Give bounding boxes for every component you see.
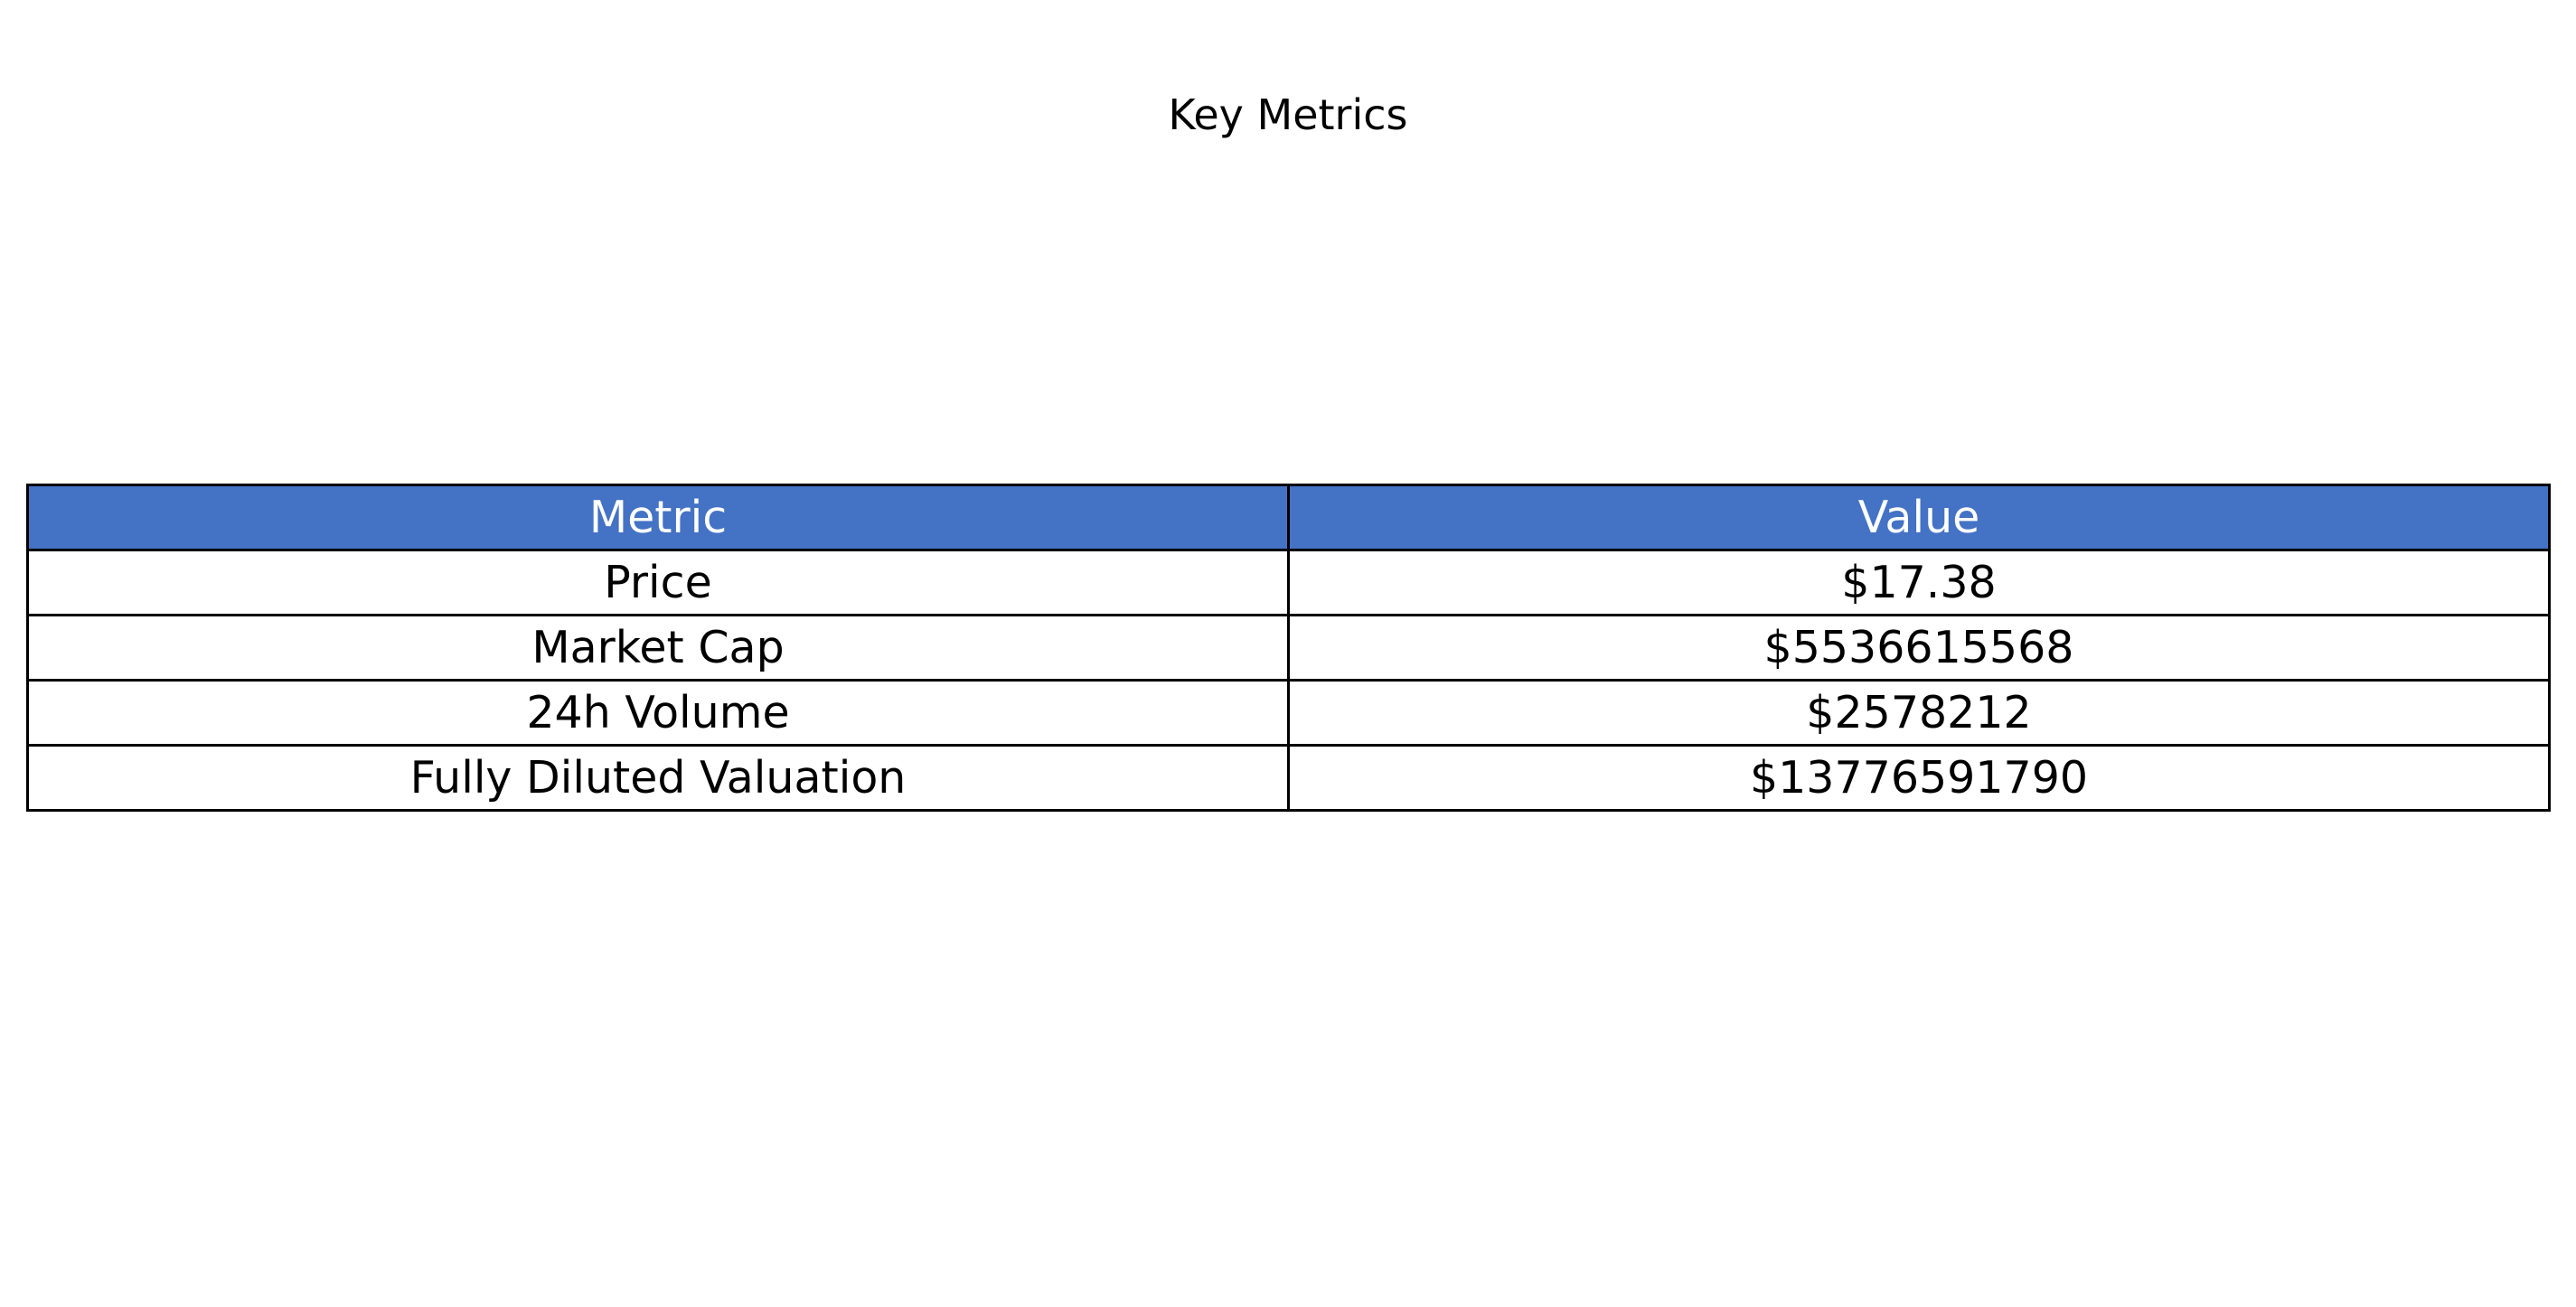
metric-cell: Market Cap bbox=[26, 614, 1290, 682]
table-row: Price $17.38 bbox=[26, 549, 2551, 616]
value-cell: $13776591790 bbox=[1287, 744, 2551, 812]
chart-title: Key Metrics bbox=[1168, 90, 1408, 139]
metric-cell: Fully Diluted Valuation bbox=[26, 744, 1290, 812]
table-header-row: Metric Value bbox=[26, 484, 2551, 551]
table-row: Market Cap $5536615568 bbox=[26, 614, 2551, 682]
metric-cell: Price bbox=[26, 549, 1290, 616]
metric-cell: 24h Volume bbox=[26, 679, 1290, 747]
header-cell-metric: Metric bbox=[26, 484, 1290, 551]
header-cell-value: Value bbox=[1287, 484, 2551, 551]
table-row: Fully Diluted Valuation $13776591790 bbox=[26, 744, 2551, 812]
value-cell: $2578212 bbox=[1287, 679, 2551, 747]
value-cell: $17.38 bbox=[1287, 549, 2551, 616]
metrics-table: Metric Value Price $17.38 Market Cap $55… bbox=[26, 484, 2551, 812]
value-cell: $5536615568 bbox=[1287, 614, 2551, 682]
table-row: 24h Volume $2578212 bbox=[26, 679, 2551, 747]
